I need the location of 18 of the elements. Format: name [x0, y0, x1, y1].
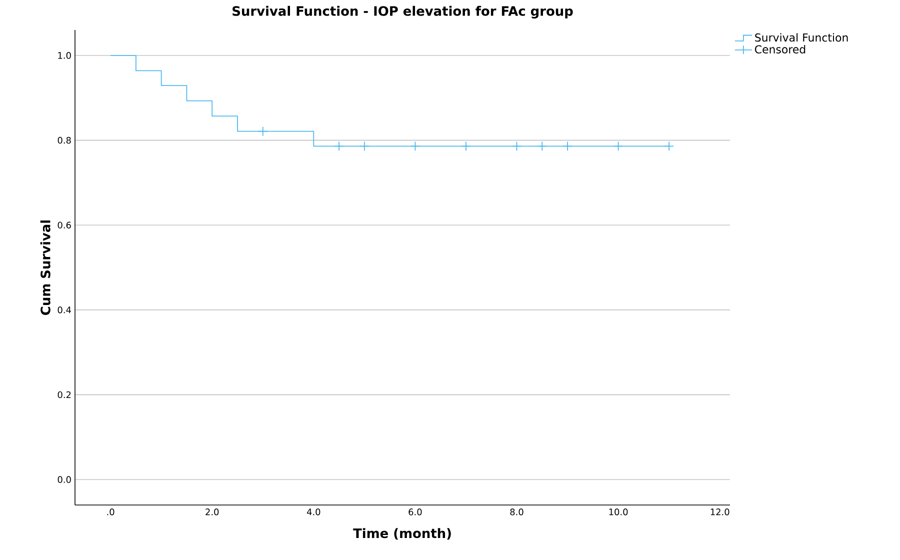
legend-label: Survival Function	[755, 33, 848, 42]
x-tick-label: 8.0	[510, 508, 524, 516]
x-tick-label: 12.0	[710, 508, 730, 516]
legend-label: Censored	[754, 44, 806, 54]
y-tick-label: 0.4	[58, 306, 71, 314]
y-tick-label: 0.0	[58, 476, 71, 483]
x-axis-title: Time (month)	[353, 528, 451, 540]
y-tick-label: 0.2	[58, 391, 71, 398]
x-tick-label: 10.0	[609, 508, 628, 516]
chart-title: Survival Function - IOP elevation for FAc group	[232, 6, 573, 19]
x-tick-label: 4.0	[306, 508, 320, 516]
x-tick-label: .0	[107, 508, 114, 516]
y-tick-label: 0.6	[58, 222, 71, 228]
y-tick-label: 0.8	[58, 136, 71, 144]
x-tick-label: 2.0	[206, 508, 219, 516]
y-tick-label: 1.0	[58, 52, 71, 59]
x-tick-label: 6.0	[408, 508, 422, 516]
y-axis-title: Cum Survival	[40, 220, 50, 315]
